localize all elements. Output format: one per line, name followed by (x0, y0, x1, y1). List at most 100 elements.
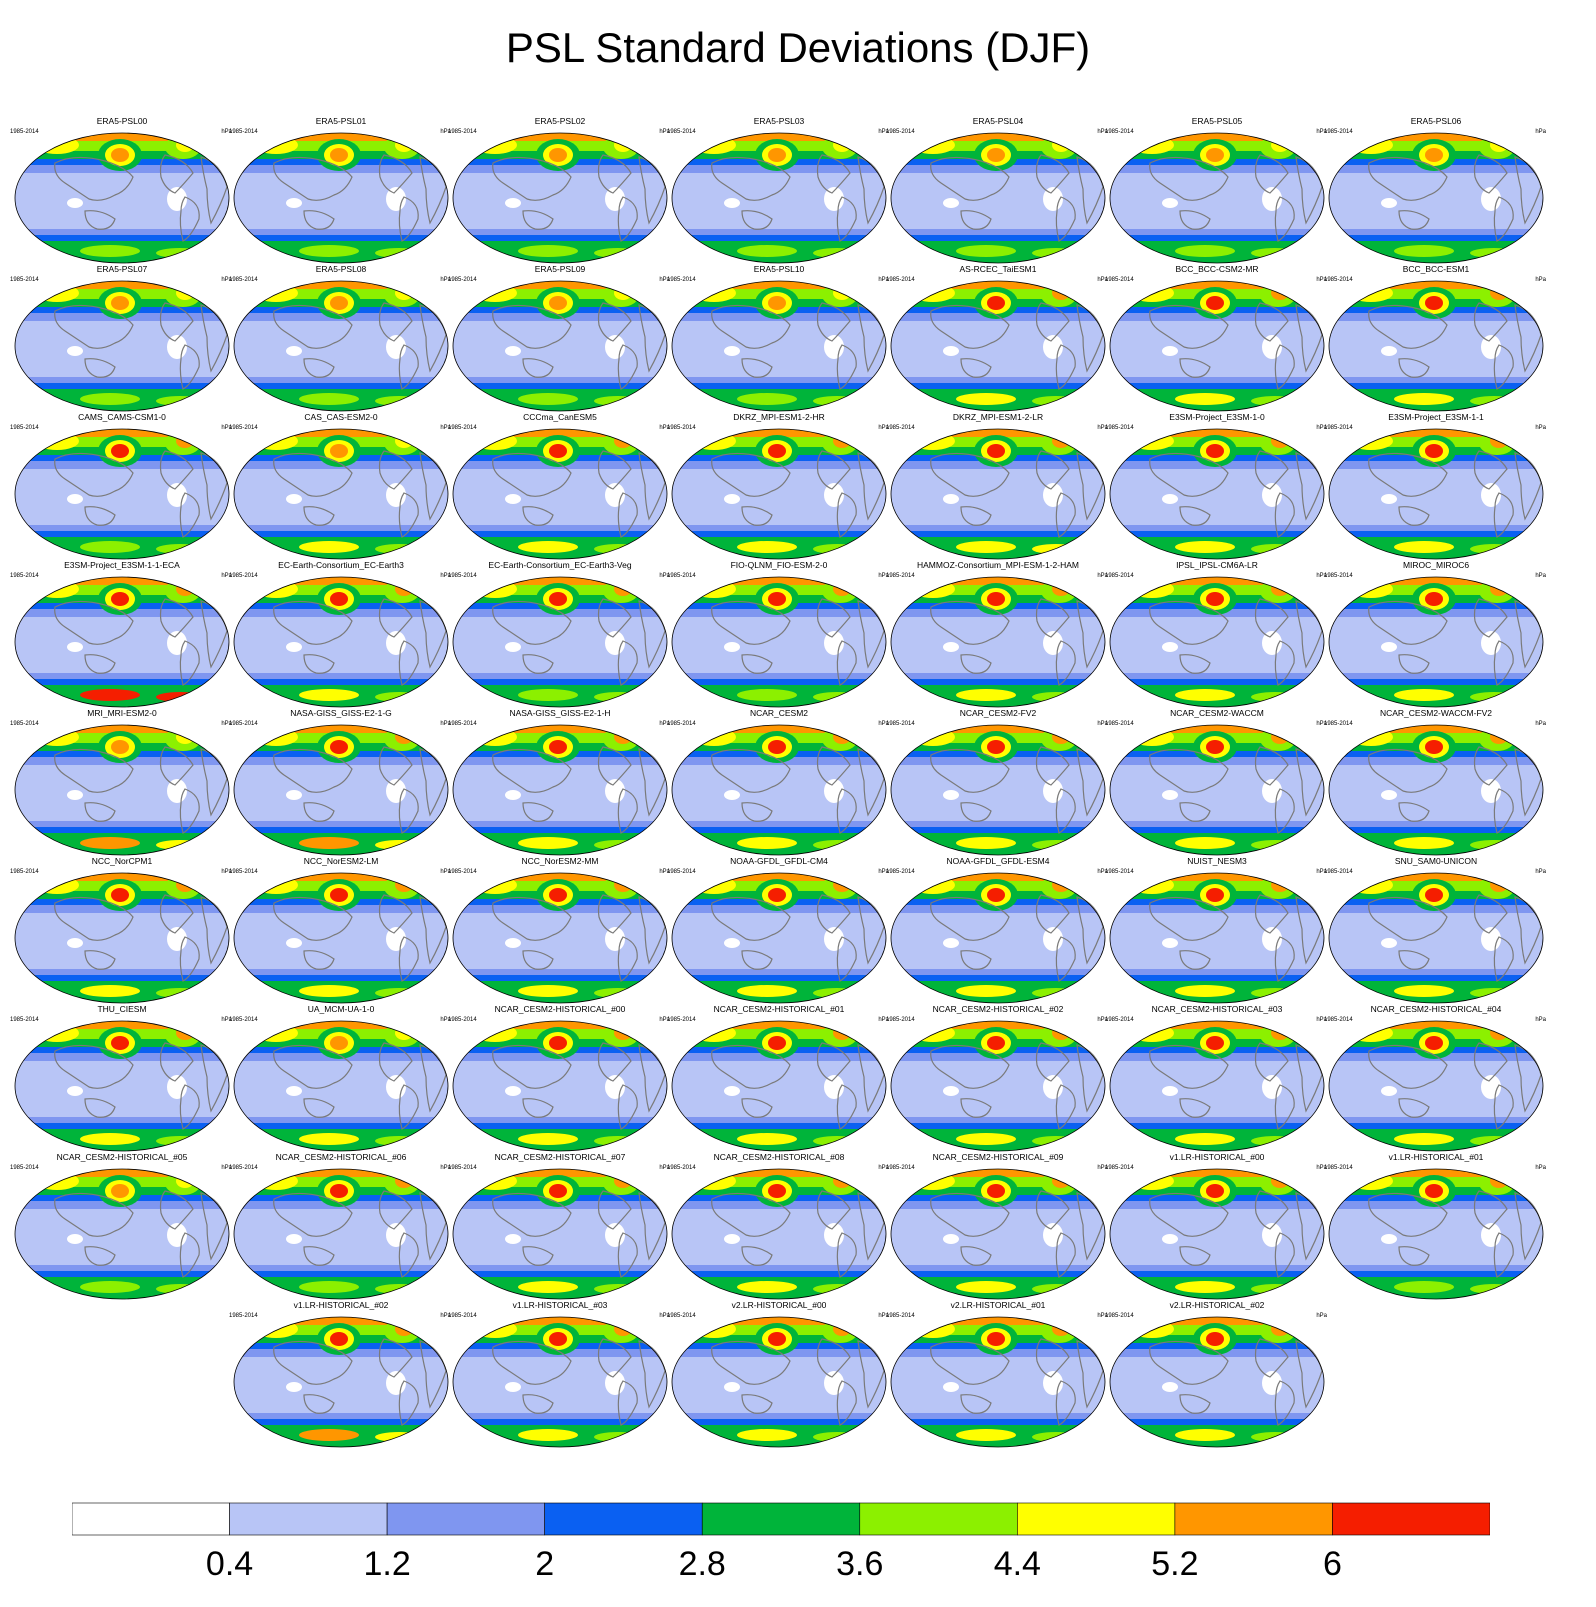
sh-band-fringe (672, 1117, 886, 1123)
sh-center-1 (299, 837, 359, 849)
coastline (1254, 1190, 1289, 1230)
panel-title: NASA-GISS_GISS-E2-1-G (290, 708, 392, 718)
nh-band-polar (15, 281, 229, 289)
coastline (1179, 950, 1211, 970)
map-panel: NOAA-GFDL_GFDL-CM4 1985-2014 hPa (667, 856, 891, 1006)
tropical-min-2 (1162, 938, 1178, 948)
coastline (1035, 154, 1070, 194)
siberia-center (1130, 432, 1174, 450)
coastline (1035, 598, 1070, 638)
sh-band-fringe (672, 969, 886, 975)
siberia-center (35, 136, 79, 154)
map-plot (671, 1168, 887, 1300)
coastline (1035, 1190, 1070, 1230)
sh-band-fringe (1110, 1265, 1324, 1271)
map-plot (1109, 1168, 1325, 1300)
coastline (1368, 156, 1448, 201)
sh-center-1 (956, 245, 1016, 257)
nh-band-polar (234, 133, 448, 141)
map-panel: v1.LR-HISTORICAL_#03 1985-2014 hPa (448, 1300, 672, 1450)
coastline (711, 748, 791, 793)
coastline (597, 894, 632, 934)
tropical-min-2 (1162, 198, 1178, 208)
panel-title: E3SM-Project_E3SM-1-0 (1169, 412, 1265, 422)
map-panel: NCAR_CESM2-HISTORICAL_#05 1985-2014 hPa (10, 1152, 234, 1302)
panel-title: EC-Earth-Consortium_EC-Earth3-Veg (488, 560, 632, 570)
panel-units: hPa (1316, 573, 1327, 579)
colorbar-box (859, 1502, 1018, 1536)
coastline (54, 896, 134, 941)
map-panel: ERA5-PSL09 1985-2014 hPa (448, 264, 672, 414)
panel-period: 1985-2014 (448, 721, 477, 727)
coastline (1274, 1232, 1295, 1278)
map-frame (452, 1316, 668, 1448)
coastline (1035, 1338, 1070, 1378)
coastline (492, 748, 572, 793)
siberia-center (692, 728, 736, 746)
colorbar-box (386, 1502, 545, 1536)
map-panel: NCAR_CESM2-WACCM 1985-2014 hPa (1105, 708, 1329, 858)
sh-band-fringe (15, 673, 229, 679)
panel-period: 1985-2014 (1324, 1165, 1353, 1171)
panel-title: NCAR_CESM2-HISTORICAL_#03 (1151, 1004, 1283, 1014)
coastline (1398, 506, 1430, 526)
map-plot (1328, 280, 1544, 412)
panel-title: ERA5-PSL07 (96, 264, 148, 274)
panel-period: 1985-2014 (886, 129, 915, 135)
coastline (1473, 450, 1508, 490)
panel-units: hPa (659, 1017, 670, 1023)
panel-title: NCC_NorESM2-LM (303, 856, 379, 866)
map-plot (671, 576, 887, 708)
tropical-min-2 (1381, 938, 1397, 948)
panel-period: 1985-2014 (448, 1017, 477, 1023)
sh-band-edge (234, 975, 448, 981)
sh-band-edge (453, 1271, 667, 1277)
sh-band-fringe (15, 821, 229, 827)
map-plot (1109, 724, 1325, 856)
sh-band-fringe (453, 969, 667, 975)
siberia-center (1130, 284, 1174, 302)
map-frame (1328, 724, 1544, 856)
colorbar-tick-label: 2.8 (678, 1545, 726, 1583)
panel-units: hPa (1097, 1165, 1108, 1171)
npac-center-max (768, 888, 786, 902)
coastline (522, 210, 554, 230)
sh-band-edge (234, 1419, 448, 1425)
coastline (930, 748, 1010, 793)
map-plot (671, 724, 887, 856)
panel-title: UA_MCM-UA-1-0 (307, 1004, 375, 1014)
npac-center-max (1425, 148, 1443, 162)
coastline (930, 1044, 1010, 1089)
coastline (159, 154, 194, 194)
coastline (54, 452, 134, 497)
panel-units: hPa (659, 425, 670, 431)
sh-center-1 (518, 1281, 578, 1293)
coastline (378, 1190, 413, 1230)
nh-band-polar (453, 577, 667, 585)
npac-center-max (330, 148, 348, 162)
map-panel: ERA5-PSL07 1985-2014 hPa (10, 264, 234, 414)
npac-center-max (111, 444, 129, 458)
coastline (378, 746, 413, 786)
coastline (1473, 154, 1508, 194)
sh-band-fringe (1110, 673, 1324, 679)
panel-units: hPa (1316, 721, 1327, 727)
sh-band-edge (1110, 531, 1324, 537)
tropical-min-2 (943, 346, 959, 356)
panel-period: 1985-2014 (667, 721, 696, 727)
tropical-min-2 (943, 1086, 959, 1096)
coastline (1473, 1190, 1508, 1230)
nh-band-polar (1110, 1169, 1324, 1177)
coastline (303, 1394, 335, 1414)
nh-band-polar (672, 1021, 886, 1029)
coastline (741, 950, 773, 970)
sh-band-fringe (15, 1117, 229, 1123)
coastline (1473, 1042, 1508, 1082)
coastline (741, 506, 773, 526)
coastline (1493, 1084, 1514, 1130)
map-plot (1328, 132, 1544, 264)
coastline (1055, 492, 1076, 538)
sh-band-edge (1329, 1271, 1543, 1277)
colorbar-tick-label: 2 (535, 1545, 555, 1583)
map-panel: NCC_NorESM2-MM 1985-2014 hPa (448, 856, 672, 1006)
